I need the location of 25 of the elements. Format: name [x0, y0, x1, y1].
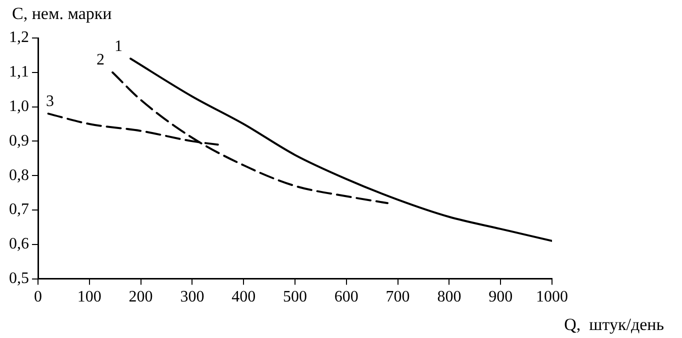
x-tick-label: 700 — [386, 288, 410, 306]
x-tick-label: 100 — [77, 288, 102, 306]
x-tick-label: 500 — [283, 288, 307, 306]
y-tick-label: 0,7 — [9, 201, 29, 218]
y-tick-label: 0,5 — [9, 270, 29, 288]
series-label: 2 — [96, 52, 105, 69]
series-label: 1 — [114, 38, 123, 55]
x-tick-label: 1000 — [536, 288, 568, 306]
y-tick-label: 0,8 — [9, 166, 29, 184]
series-label: 3 — [46, 92, 54, 110]
y-tick-label: 0,9 — [9, 132, 29, 150]
y-axis-title: С, нем. марки — [12, 4, 112, 23]
line-series — [130, 58, 552, 242]
x-tick-label: 0 — [34, 288, 42, 306]
y-tick-label: 0,6 — [9, 236, 29, 253]
x-tick-label: 400 — [232, 288, 256, 306]
x-tick-label: 200 — [128, 288, 153, 306]
x-axis-title: Q, штук/день — [564, 314, 664, 334]
x-tick-label: 800 — [437, 288, 462, 306]
x-tick-label: 600 — [334, 288, 358, 306]
y-tick-label: 1,0 — [9, 98, 29, 116]
x-tick-label: 900 — [488, 288, 513, 306]
y-tick-label: 1,1 — [9, 64, 29, 81]
x-tick-label: 300 — [180, 288, 204, 306]
y-tick-label: 1,2 — [9, 29, 29, 46]
